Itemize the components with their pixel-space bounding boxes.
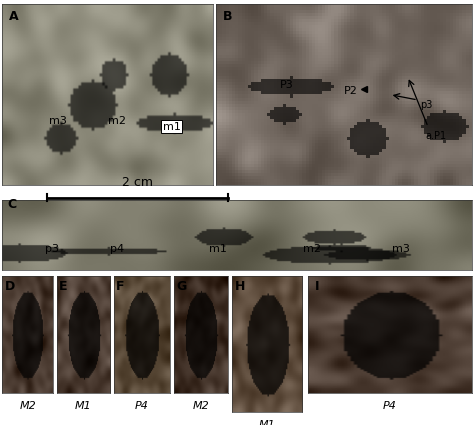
Text: H: H [235,280,246,293]
Text: 2 cm: 2 cm [122,176,153,189]
Text: a.P1: a.P1 [426,131,447,141]
Text: P4: P4 [135,401,149,411]
Text: m3: m3 [49,116,67,126]
Text: C: C [7,198,16,211]
Text: E: E [59,280,67,293]
Text: P3: P3 [280,80,293,90]
Text: F: F [116,280,125,293]
Text: D: D [4,280,15,293]
Text: M1: M1 [259,420,276,425]
Text: B: B [223,10,233,23]
Text: M2: M2 [19,401,36,411]
Text: A: A [9,10,18,23]
Text: P2: P2 [344,85,357,96]
Text: P4: P4 [383,401,397,411]
Text: M1: M1 [75,401,92,411]
Text: m2: m2 [108,116,126,126]
Text: m3: m3 [392,244,410,254]
Text: m2: m2 [303,244,321,254]
Text: I: I [315,280,319,293]
Text: G: G [177,280,187,293]
Text: p3: p3 [420,100,433,110]
Text: M2: M2 [193,401,210,411]
Text: p3: p3 [45,244,59,254]
Text: m1: m1 [163,122,181,132]
Text: m1: m1 [209,244,227,254]
Text: p4: p4 [110,244,124,254]
